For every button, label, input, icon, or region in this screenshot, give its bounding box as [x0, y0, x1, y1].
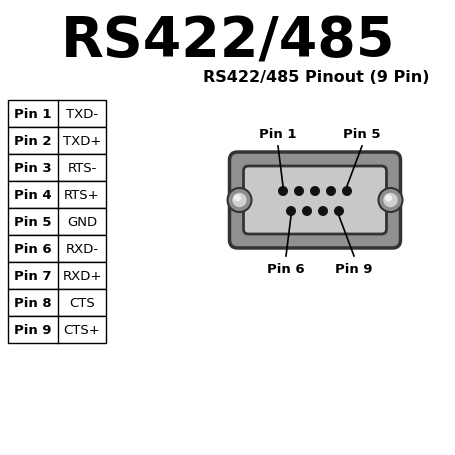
Bar	[8, 289, 106, 316]
Bar	[8, 316, 106, 343]
Text: RTS+: RTS+	[64, 188, 100, 202]
Text: TXD-: TXD-	[66, 108, 98, 121]
Text: GND: GND	[67, 216, 97, 228]
Circle shape	[285, 207, 295, 217]
Circle shape	[301, 207, 311, 217]
Text: Pin 3: Pin 3	[14, 162, 52, 175]
Bar	[8, 236, 106, 263]
Circle shape	[384, 195, 391, 202]
Text: Pin 5: Pin 5	[343, 128, 380, 141]
Text: Pin 1: Pin 1	[14, 108, 51, 121]
Text: RTS-: RTS-	[67, 162, 96, 175]
Circle shape	[341, 187, 351, 197]
Circle shape	[325, 187, 335, 197]
Text: RXD+: RXD+	[62, 269, 101, 283]
Text: Pin 8: Pin 8	[14, 296, 52, 309]
Bar	[8, 208, 106, 236]
Bar	[8, 128, 106, 155]
FancyBboxPatch shape	[243, 167, 386, 234]
Text: RS422/485 Pinout (9 Pin): RS422/485 Pinout (9 Pin)	[202, 71, 428, 86]
Circle shape	[278, 187, 288, 197]
Text: Pin 2: Pin 2	[14, 135, 51, 148]
Circle shape	[333, 207, 343, 217]
Text: Pin 7: Pin 7	[14, 269, 51, 283]
Circle shape	[317, 207, 327, 217]
Text: Pin 9: Pin 9	[334, 263, 372, 275]
Circle shape	[233, 195, 241, 202]
Text: Pin 9: Pin 9	[14, 324, 51, 336]
Circle shape	[309, 187, 319, 197]
Text: RXD-: RXD-	[66, 243, 98, 255]
Text: CTS+: CTS+	[64, 324, 100, 336]
Text: Pin 1: Pin 1	[259, 128, 296, 141]
FancyBboxPatch shape	[229, 153, 399, 248]
Text: Pin 4: Pin 4	[14, 188, 52, 202]
Text: Pin 5: Pin 5	[14, 216, 51, 228]
Text: Pin 6: Pin 6	[14, 243, 52, 255]
Circle shape	[378, 188, 402, 212]
Circle shape	[231, 192, 247, 208]
Text: TXD+: TXD+	[63, 135, 101, 148]
Circle shape	[227, 188, 251, 212]
Text: Pin 6: Pin 6	[267, 263, 304, 275]
Text: CTS: CTS	[69, 296, 95, 309]
Bar	[8, 101, 106, 128]
Bar	[8, 182, 106, 208]
Bar	[8, 263, 106, 289]
Circle shape	[293, 187, 303, 197]
Circle shape	[382, 192, 398, 208]
Bar	[8, 155, 106, 182]
Text: RS422/485: RS422/485	[61, 14, 394, 68]
